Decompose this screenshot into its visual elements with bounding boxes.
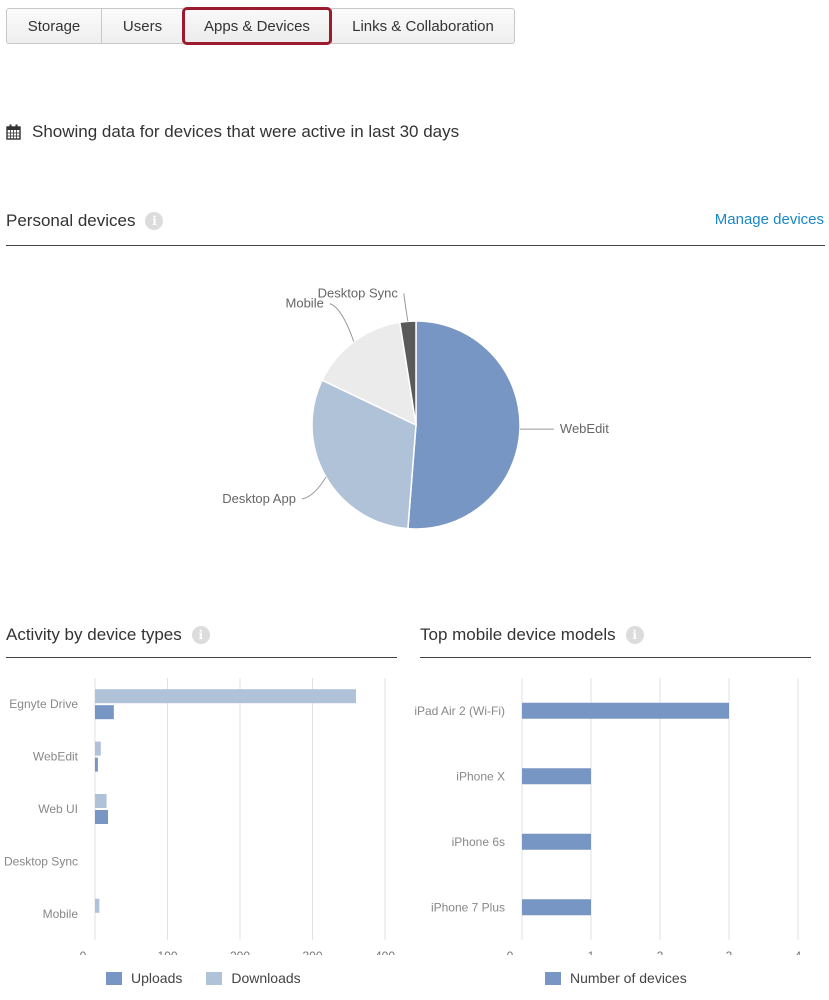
x-tick-label: 200 (230, 949, 250, 955)
pie-label-connector (329, 303, 355, 342)
legend-swatch (206, 971, 223, 985)
pie-label: Mobile (286, 296, 324, 311)
info-icon[interactable]: i (625, 626, 644, 644)
category-label: iPhone X (456, 769, 505, 783)
calendar-icon (6, 124, 21, 140)
section-divider (6, 245, 825, 246)
activity-title: Activity by device types i (6, 625, 210, 645)
pie-slice-webedit[interactable] (407, 320, 521, 530)
pie-label: Desktop Sync (318, 285, 399, 300)
bar-uploads[interactable] (95, 757, 98, 772)
pie-label: WebEdit (560, 421, 609, 436)
category-label: WebEdit (33, 750, 79, 764)
bar-number-of-devices[interactable] (522, 768, 591, 785)
x-tick-label: 300 (302, 949, 322, 955)
legend-swatch (545, 971, 561, 985)
legend-item[interactable]: Number of devices (545, 970, 687, 986)
manage-devices-link[interactable]: Manage devices (714, 211, 824, 228)
activity-bar-chart: 0 100 200 300 400 Egnyte Drive WebEdit Web UI De… (4, 678, 395, 955)
info-icon[interactable]: i (191, 626, 210, 644)
bar-downloads[interactable] (95, 898, 100, 913)
tab-bar: Storage Users Apps & Devices Links & Col… (6, 7, 515, 45)
legend-item[interactable]: Uploads (106, 970, 182, 986)
section-divider (420, 657, 811, 658)
x-tick-label: 0 (507, 949, 514, 955)
activity-legend: Uploads Downloads (106, 970, 325, 986)
legend-label: Uploads (131, 970, 183, 986)
category-label: Egnyte Drive (9, 697, 78, 711)
category-label: Desktop Sync (4, 854, 78, 868)
mobile-models-title-label: Top mobile device models (420, 625, 616, 644)
x-tick-label: 4 (795, 949, 802, 955)
pie-label-connector (403, 293, 409, 322)
x-tick-label: 1 (588, 949, 595, 955)
category-label: iPhone 7 Plus (431, 900, 505, 914)
bar-downloads[interactable] (95, 794, 107, 808)
x-tick-label: 0 (80, 949, 87, 955)
personal-devices-label: Personal devices (6, 211, 136, 230)
mobile-models-bar-chart: 0 1 2 3 4 iPad Air 2 (Wi-Fi) iPhone X iPhone 6s… (414, 678, 802, 955)
activity-title-label: Activity by device types (6, 625, 182, 644)
pie-slice-mobile[interactable] (321, 321, 417, 427)
active-devices-notice: Showing data for devices that were activ… (6, 122, 459, 142)
bar-number-of-devices[interactable] (522, 702, 729, 719)
legend-item[interactable]: Downloads (206, 970, 301, 986)
bar-downloads[interactable] (95, 741, 101, 756)
bar-uploads[interactable] (95, 810, 109, 824)
bar-number-of-devices[interactable] (522, 899, 591, 916)
category-label: Mobile (43, 907, 79, 921)
tab-users[interactable]: Users (101, 8, 183, 44)
category-label: iPad Air 2 (Wi-Fi) (414, 704, 505, 718)
legend-swatch (106, 971, 122, 985)
x-tick-label: 2 (657, 949, 664, 955)
section-divider (6, 657, 397, 658)
bar-downloads[interactable] (95, 689, 356, 704)
pie-label: Desktop App (222, 491, 296, 506)
pie-label-connector (301, 476, 327, 500)
notice-text: Showing data for devices that were activ… (32, 122, 460, 141)
info-icon[interactable]: i (145, 212, 164, 230)
x-tick-label: 400 (375, 949, 395, 955)
personal-devices-title: Personal devices i (6, 211, 164, 231)
bar-number-of-devices[interactable] (522, 833, 591, 850)
legend-label: Downloads (231, 970, 301, 986)
tab-storage[interactable]: Storage (6, 8, 101, 44)
mobile-legend: Number of devices (545, 970, 711, 986)
x-tick-label: 100 (157, 949, 177, 955)
category-label: Web UI (38, 802, 78, 816)
x-tick-label: 3 (726, 949, 733, 955)
mobile-models-title: Top mobile device models i (420, 625, 644, 645)
tab-links-collaboration[interactable]: Links & Collaboration (331, 8, 515, 44)
tab-apps-devices[interactable]: Apps & Devices (182, 7, 332, 45)
legend-label: Number of devices (570, 970, 687, 986)
category-label: iPhone 6s (452, 835, 505, 849)
bar-uploads[interactable] (95, 705, 114, 720)
